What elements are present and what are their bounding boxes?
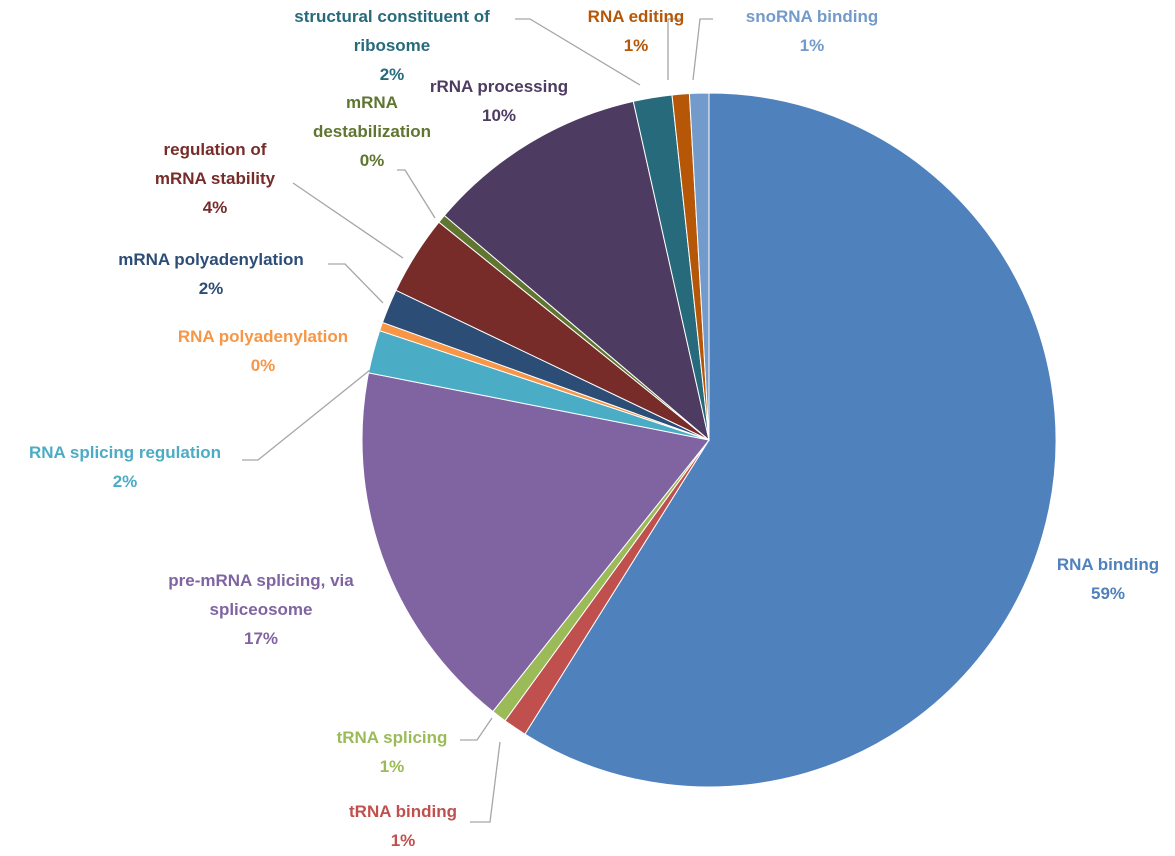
leader-line xyxy=(460,717,493,741)
pie-slice xyxy=(443,100,710,442)
slice-label: RNA binding xyxy=(1057,555,1159,574)
slice-label: snoRNA binding xyxy=(746,7,879,26)
slice-label: mRNA polyadenylation xyxy=(118,250,303,269)
leader-line xyxy=(397,169,436,219)
slice-value-label: 2% xyxy=(199,279,224,298)
slice-label: RNA polyadenylation xyxy=(178,327,348,346)
slice-label: RNA editing xyxy=(588,7,685,26)
slice-value-label: 17% xyxy=(244,629,278,648)
leader-line xyxy=(242,369,371,461)
slice-value-label: 4% xyxy=(203,198,228,217)
slice-label: RNA splicing regulation xyxy=(29,443,221,462)
slice-value-label: 1% xyxy=(391,831,416,850)
slice-value-label: 0% xyxy=(360,151,385,170)
slice-value-label: 1% xyxy=(624,36,649,55)
slice-label: rRNA processing xyxy=(430,77,568,96)
pie-slice xyxy=(361,372,710,713)
slice-value-label: 1% xyxy=(380,757,405,776)
leader-line xyxy=(328,263,384,304)
slice-label: tRNA splicing xyxy=(337,728,448,747)
slice-value-label: 59% xyxy=(1091,584,1125,603)
pie-slice xyxy=(524,92,1057,788)
leader-line xyxy=(692,18,713,81)
leader-line xyxy=(667,18,683,80)
pie-slice xyxy=(688,92,710,441)
slice-label: mRNA destabilization xyxy=(313,93,431,141)
slice-label: pre-mRNA splicing, via spliceosome xyxy=(168,571,354,619)
slice-value-label: 10% xyxy=(482,106,516,125)
slice-label: tRNA binding xyxy=(349,802,457,821)
leader-line xyxy=(292,182,404,259)
slice-label: structural constituent of ribosome xyxy=(294,7,490,55)
leader-line xyxy=(515,18,641,86)
slice-value-label: 1% xyxy=(800,36,825,55)
slice-value-label: 0% xyxy=(251,356,276,375)
slice-value-label: 2% xyxy=(380,65,405,84)
slice-value-label: 2% xyxy=(113,472,138,491)
leader-line xyxy=(470,741,501,823)
slice-label: regulation of mRNA stability xyxy=(155,140,276,188)
